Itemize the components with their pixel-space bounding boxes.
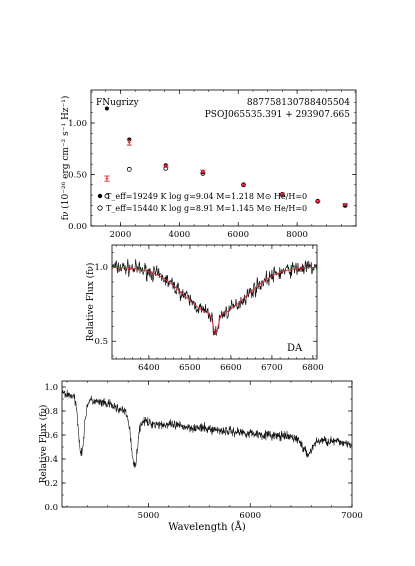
model-flux-point-open — [241, 182, 246, 188]
x-tick-label: 6500 — [179, 363, 201, 373]
x-tick-label: 4000 — [169, 230, 191, 240]
x-tick-label: 6000 — [227, 230, 249, 240]
x-tick-label: 8000 — [286, 230, 308, 240]
y-tick-label: 0.8 — [44, 407, 58, 417]
model-flux-point-open — [104, 193, 110, 199]
legend-open-circle-marker — [97, 205, 103, 211]
sed-panel: 2000 4000 6000 8000 0.00 0.50 1.00 FNugrizy 88… — [60, 89, 357, 240]
y-tick-label: 0.4 — [44, 455, 58, 465]
sed-legend-entry-1: T_eff=19249 K log g=9.04 M=1.218 M⊙ He/H… — [106, 192, 307, 201]
model-flux-point-filled — [104, 106, 109, 111]
y-tick-label: 1.0 — [94, 263, 108, 273]
spectrum-x-axis-label: Wavelength (Å) — [168, 521, 246, 533]
y-tick-label: 0.6 — [44, 431, 58, 441]
x-tick-label: 5000 — [138, 511, 160, 521]
x-tick-label: 6800 — [302, 363, 324, 373]
x-tick-label: 6000 — [239, 511, 261, 521]
optical-spectrum-line — [61, 389, 353, 469]
spectrum-plot-frame — [61, 380, 353, 508]
y-tick-label: 0.5 — [94, 337, 108, 347]
x-tick-label: 6700 — [261, 363, 283, 373]
spectrum-panel: 5000 6000 7000 0.0 0.2 0.4 0.6 0.8 1.0 Wavelengt… — [38, 380, 363, 533]
y-tick-label: 0.00 — [68, 222, 87, 232]
x-tick-label: 2000 — [110, 230, 132, 240]
y-tick-label: 1.0 — [44, 383, 58, 393]
x-tick-label: 6600 — [220, 363, 242, 373]
legend-filled-circle-marker — [97, 193, 103, 199]
sed-object-id: 887758130788405504 — [247, 98, 350, 108]
y-tick-label: 0.0 — [44, 503, 58, 513]
x-tick-label: 6400 — [138, 363, 160, 373]
sed-object-name: PSOJ065535.391 + 293907.665 — [205, 110, 351, 120]
halpha-model-fit — [111, 266, 317, 335]
model-flux-point-open — [315, 198, 321, 204]
halpha-panel: 6400 6500 6600 6700 6800 0.5 1.0 DA Relative F… — [85, 244, 324, 373]
sed-panel-label: FNugrizy — [96, 98, 140, 108]
sed-y-axis-label: fν (10⁻²⁶ erg cm⁻² s⁻¹ Hz⁻¹) — [60, 96, 71, 221]
model-flux-point-open — [126, 166, 132, 172]
halpha-plot-frame — [111, 244, 318, 360]
y-tick-label: 0.50 — [68, 170, 87, 180]
spectrum-y-axis-label: Relative Flux (fν) — [38, 405, 49, 484]
y-tick-label: 0.2 — [44, 479, 58, 489]
halpha-y-axis-label: Relative Flux (fν) — [85, 263, 96, 342]
spectral-class-label: DA — [287, 343, 303, 354]
x-tick-label: 7000 — [341, 511, 363, 521]
sed-legend-entry-2: T_eff=15440 K log g=8.91 M=1.145 M⊙ He/H… — [106, 204, 307, 213]
y-tick-label: 1.00 — [68, 119, 87, 129]
